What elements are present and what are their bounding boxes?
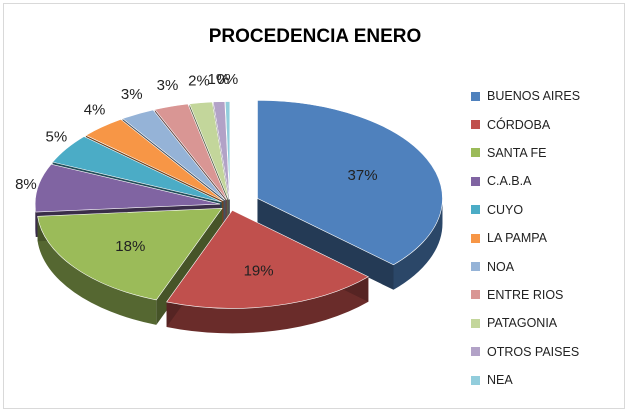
data-label-c-a-b-a: 8% <box>15 176 37 193</box>
slice-buenos-aires <box>257 100 443 266</box>
legend-swatch-patagonia <box>471 318 480 328</box>
legend-item-santa-fe: SANTA FE <box>471 139 621 167</box>
legend-label-buenos-aires: BUENOS AIRES <box>487 89 581 104</box>
slice-patagonia <box>189 101 229 200</box>
data-label-patagonia: 2% <box>188 72 210 89</box>
legend-item-nea: NEA <box>471 366 621 394</box>
legend-swatch-nea <box>471 375 480 385</box>
data-label-la-pampa: 4% <box>84 102 106 119</box>
slice-nea <box>224 101 231 200</box>
slice-santa-fe <box>37 207 223 301</box>
legend-item-c-a-b-a: C.A.B.A <box>471 167 621 195</box>
legend-swatch-cuyo <box>471 205 480 215</box>
slice-noa <box>121 109 226 201</box>
legend-label-c-a-b-a: C.A.B.A <box>487 174 532 189</box>
slice-c-a-b-a <box>34 163 221 213</box>
legend-item-la-pampa: LA PAMPA <box>471 224 621 252</box>
slice-cuyo <box>52 136 222 203</box>
legend-label-cuyo: CUYO <box>487 202 524 217</box>
legend-label-santa-fe: SANTA FE <box>487 145 547 160</box>
legend-label-cordoba: CÓRDOBA <box>487 117 551 132</box>
legend-swatch-noa <box>471 262 480 272</box>
legend-item-noa: NOA <box>471 252 621 280</box>
data-label-cuyo: 5% <box>46 128 68 145</box>
slice-la-pampa <box>85 118 224 202</box>
legend-label-la-pampa: LA PAMPA <box>487 231 547 246</box>
legend-label-patagonia: PATAGONIA <box>487 316 558 331</box>
legend-swatch-buenos-aires <box>471 91 480 101</box>
data-label-entre-rios: 3% <box>157 77 179 94</box>
legend-item-otros-paises: OTROS PAISES <box>471 338 621 366</box>
legend-item-cuyo: CUYO <box>471 196 621 224</box>
data-label-cordoba: 19% <box>244 262 274 279</box>
slice-cordoba <box>166 209 369 309</box>
data-label-nea: 0% <box>217 71 239 88</box>
data-label-otros-paises: 1% <box>208 71 230 88</box>
chart-legend: BUENOS AIRES CÓRDOBA SANTA FE C.A.B.A CUYO LA… <box>471 82 621 394</box>
legend-swatch-cordoba <box>471 120 480 130</box>
legend-swatch-c-a-b-a <box>471 176 480 186</box>
legend-swatch-santa-fe <box>471 148 480 158</box>
legend-label-otros-paises: OTROS PAISES <box>487 344 580 359</box>
legend-swatch-la-pampa <box>471 233 480 243</box>
data-label-noa: 3% <box>121 86 143 103</box>
data-label-santa-fe: 18% <box>115 238 145 255</box>
legend-label-nea: NEA <box>487 373 513 388</box>
legend-label-entre-rios: ENTRE RIOS <box>487 287 564 302</box>
legend-label-noa: NOA <box>487 259 515 274</box>
slice-side-buenos-aires <box>257 198 443 290</box>
legend-swatch-otros-paises <box>471 347 480 357</box>
slice-otros-paises <box>212 101 230 200</box>
legend-item-patagonia: PATAGONIA <box>471 309 621 337</box>
legend-swatch-entre-rios <box>471 290 480 300</box>
legend-item-entre-rios: ENTRE RIOS <box>471 281 621 309</box>
slice-entre-rios <box>154 103 228 200</box>
chart-title: PROCEDENCIA ENERO <box>208 26 422 47</box>
legend-item-cordoba: CÓRDOBA <box>471 110 621 138</box>
legend-item-buenos-aires: BUENOS AIRES <box>471 82 621 110</box>
data-label-buenos-aires: 37% <box>348 167 378 184</box>
